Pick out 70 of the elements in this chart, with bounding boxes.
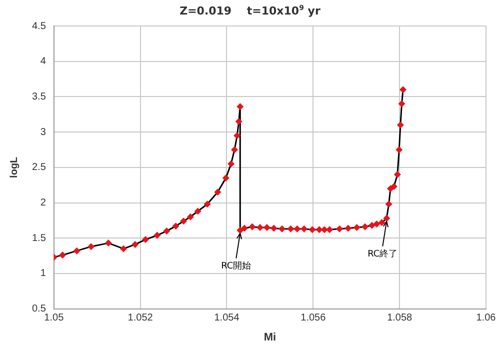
point xyxy=(74,248,80,254)
y-tick-label: 1 xyxy=(40,268,46,280)
point xyxy=(214,188,221,196)
y-tick-label: 4 xyxy=(40,56,46,68)
point xyxy=(287,226,294,232)
point xyxy=(234,132,240,139)
point xyxy=(228,160,234,168)
point xyxy=(204,200,211,208)
x-tick-label: 1.05 xyxy=(44,312,64,324)
point xyxy=(241,224,248,232)
point xyxy=(400,86,406,93)
point xyxy=(142,236,149,243)
point xyxy=(163,228,170,234)
y-tick-label: 4.5 xyxy=(32,20,46,32)
x-axis-title: Mi xyxy=(264,331,276,344)
point xyxy=(383,215,390,222)
point xyxy=(300,226,308,232)
point xyxy=(222,174,230,182)
point xyxy=(236,118,242,125)
point xyxy=(120,245,127,252)
point xyxy=(231,146,238,154)
point xyxy=(368,222,376,229)
point xyxy=(396,146,402,154)
point xyxy=(105,240,112,246)
point xyxy=(132,241,138,248)
point xyxy=(248,223,256,230)
y-tick-label: 0.5 xyxy=(32,304,46,315)
x-tick-label: 1.058 xyxy=(387,312,413,324)
point xyxy=(264,224,270,231)
point xyxy=(194,208,202,215)
y-tick-label: 3 xyxy=(40,126,46,138)
y-tick-label: 1.5 xyxy=(32,232,46,244)
point xyxy=(398,100,406,108)
point xyxy=(385,200,392,208)
point xyxy=(236,227,244,234)
y-tick-label: 2 xyxy=(40,198,46,208)
point xyxy=(321,226,328,233)
point xyxy=(187,214,194,220)
x-tick-label: 1.052 xyxy=(128,312,154,324)
point xyxy=(336,226,343,232)
point xyxy=(394,171,401,178)
point xyxy=(59,252,66,258)
y-tick-label: 3.5 xyxy=(32,91,46,102)
point xyxy=(378,219,386,226)
point xyxy=(354,224,360,231)
point xyxy=(390,183,398,190)
point xyxy=(278,226,286,232)
point xyxy=(373,220,380,228)
x-tick-label: 1.054 xyxy=(214,312,240,324)
point xyxy=(362,223,368,230)
point xyxy=(344,224,352,232)
annotation: RC終了 xyxy=(368,248,398,260)
point xyxy=(180,218,187,224)
point xyxy=(316,226,323,233)
point xyxy=(236,103,244,110)
chart-title: Z=0.019 t=10x10$^{9}$ yr xyxy=(178,4,322,18)
point xyxy=(326,226,333,233)
x-tick-label: 1.056 xyxy=(300,312,326,324)
point xyxy=(270,224,278,232)
point xyxy=(154,232,160,239)
y-axis-title: logL xyxy=(8,156,20,178)
annotation: RC開始 xyxy=(221,260,252,272)
point xyxy=(397,122,404,128)
point xyxy=(172,222,180,230)
point xyxy=(294,226,300,232)
y-tick-label: 2.5 xyxy=(32,162,46,174)
x-tick-label: 1.06 xyxy=(476,312,496,324)
point xyxy=(88,243,94,250)
point xyxy=(308,226,316,233)
point xyxy=(256,224,264,231)
